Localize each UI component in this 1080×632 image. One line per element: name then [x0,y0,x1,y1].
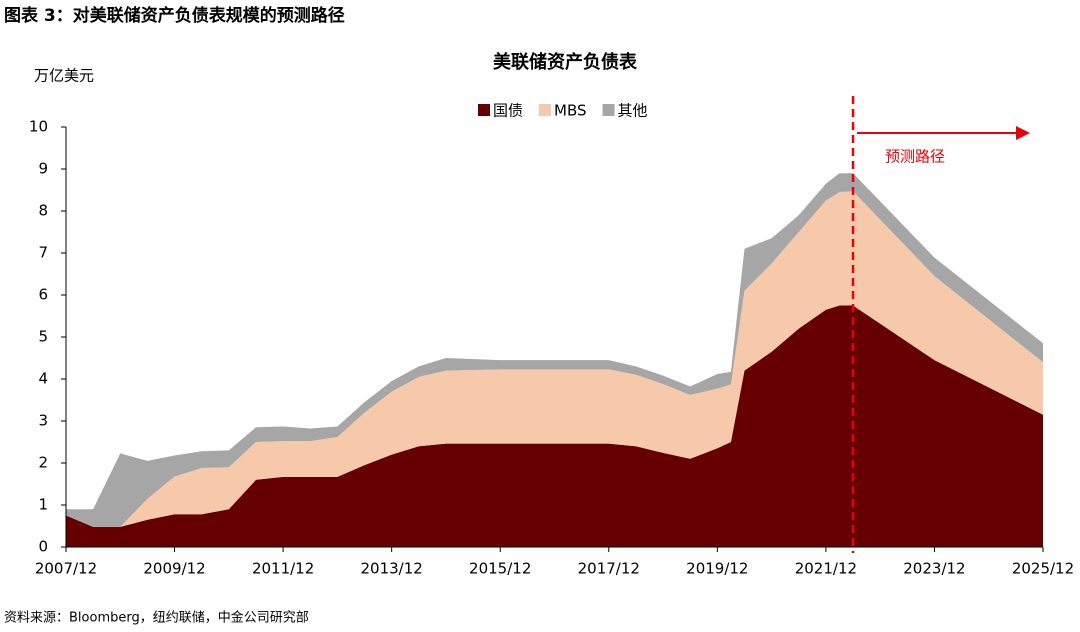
source: 资料来源：Bloomberg，纽约联储，中金公司研究部 [4,610,309,626]
legend-swatch [602,104,615,116]
y-tick-label: 1 [38,496,48,514]
y-tick-label: 0 [38,538,48,556]
legend-swatch [478,104,490,116]
legend-label: 国债 [493,102,523,120]
y-tick-label: 2 [38,454,48,472]
arrow-head [1016,126,1030,140]
y-tick-label: 10 [29,118,48,136]
x-tick-label: 2023/12 [903,560,965,578]
legend-label: 其他 [618,102,648,120]
y-tick-label: 5 [38,328,48,346]
chart-title: 美联储资产负债表 [493,51,638,73]
x-tick-label: 2011/12 [252,560,314,578]
y-tick-label: 4 [38,370,48,388]
x-tick-label: 2015/12 [469,560,531,578]
y-tick-label: 6 [38,286,48,304]
y-tick-label: 3 [38,412,48,430]
x-tick-label: 2021/12 [795,560,857,578]
x-tick-label: 2017/12 [578,560,640,578]
area [66,305,1043,547]
legend-label: MBS [554,102,587,120]
y-tick-label: 7 [38,244,48,262]
y-axis-label: 万亿美元 [34,67,94,85]
x-tick-label: 2007/12 [35,560,97,578]
legend-swatch [539,104,552,116]
area [66,191,1043,527]
x-tick-label: 2013/12 [361,560,423,578]
x-tick-label: 2009/12 [143,560,205,578]
x-tick-label: 2019/12 [686,560,748,578]
header: 图表 3：对美联储资产负债表规模的预测路径 [4,5,345,26]
projection-label: 预测路径 [885,148,945,166]
y-tick-label: 9 [38,160,48,178]
y-tick-label: 8 [38,202,48,220]
x-tick-label: 2025/12 [1012,560,1074,578]
area [66,173,1043,527]
